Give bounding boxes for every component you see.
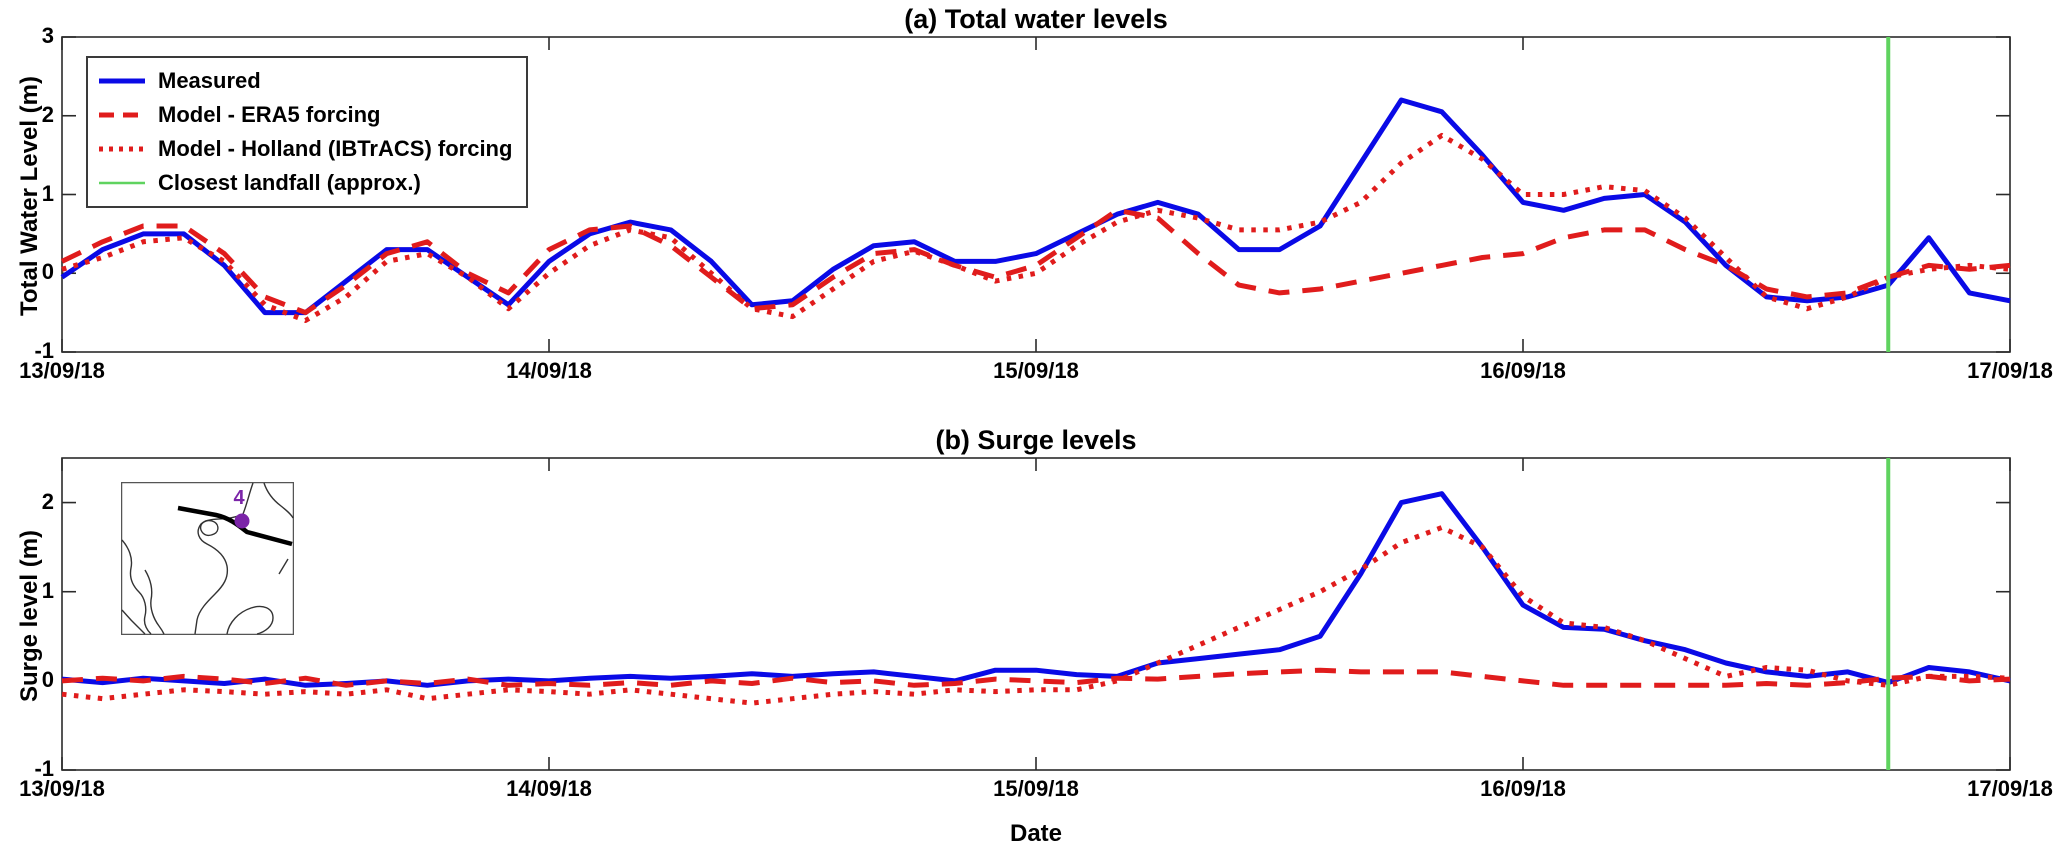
x-tick-label: 16/09/18	[1480, 358, 1566, 383]
y-tick-label: 2	[41, 101, 54, 127]
inset-border	[121, 482, 294, 635]
inset-map: 4	[121, 482, 294, 635]
series-dotted-a	[61, 132, 2011, 323]
y-tick-label: 1	[41, 180, 54, 206]
legend-label-era5: Model - ERA5 forcing	[158, 102, 381, 127]
panel-a-title: (a) Total water levels	[904, 4, 1168, 34]
legend: Measured Model - ERA5 forcing Model - Ho…	[86, 56, 529, 208]
legend-item-landfall: Closest landfall (approx.)	[98, 166, 512, 200]
x-tick-label: 17/09/18	[1967, 358, 2053, 383]
y-tick-label: 0	[41, 666, 54, 692]
y-tick-label: -1	[34, 338, 54, 363]
measured-line-sample	[99, 78, 145, 84]
station-label: 4	[233, 487, 245, 509]
y-tick-label: 2	[41, 488, 54, 514]
holland-line-sample	[99, 146, 145, 152]
station-marker	[234, 513, 250, 529]
x-tick-label: 17/09/18	[1967, 776, 2053, 801]
legend-item-era5: Model - ERA5 forcing	[98, 98, 512, 132]
series-dashed-b	[61, 667, 2011, 688]
legend-label-measured: Measured	[158, 68, 261, 93]
series-solid-a	[60, 97, 2011, 316]
x-tick-label: 13/09/18	[19, 776, 105, 801]
x-tick-label: 16/09/18	[1480, 776, 1566, 801]
y-tick-label: 1	[41, 577, 54, 603]
x-tick-label: 15/09/18	[993, 776, 1079, 801]
legend-item-holland: Model - Holland (IBTrACS) forcing	[98, 132, 512, 166]
panel-b-title: (b) Surge levels	[935, 425, 1137, 455]
series-dotted-b	[61, 525, 2011, 706]
landfall-line-sample	[99, 181, 145, 185]
x-tick-label: 13/09/18	[19, 358, 105, 383]
panel-b-ylabel: Surge level (m)	[16, 529, 43, 703]
legend-label-holland: Model - Holland (IBTrACS) forcing	[158, 136, 513, 161]
x-tick-label: 15/09/18	[993, 358, 1079, 383]
storm-track	[177, 505, 293, 547]
series-dashed-a	[60, 207, 2011, 316]
x-tick-label: 14/09/18	[506, 776, 592, 801]
y-tick-label: 3	[41, 23, 54, 48]
series-solid-b	[61, 491, 2011, 688]
legend-item-measured: Measured	[98, 64, 512, 98]
x-tick-label: 14/09/18	[506, 358, 592, 383]
era5-line-sample	[99, 112, 145, 118]
y-tick-label: -1	[34, 756, 54, 781]
x-axis-label: Date	[1009, 820, 1063, 847]
panel-b-axes-box	[61, 457, 2011, 771]
y-tick-label: 0	[41, 259, 54, 285]
legend-label-landfall: Closest landfall (approx.)	[158, 170, 421, 195]
